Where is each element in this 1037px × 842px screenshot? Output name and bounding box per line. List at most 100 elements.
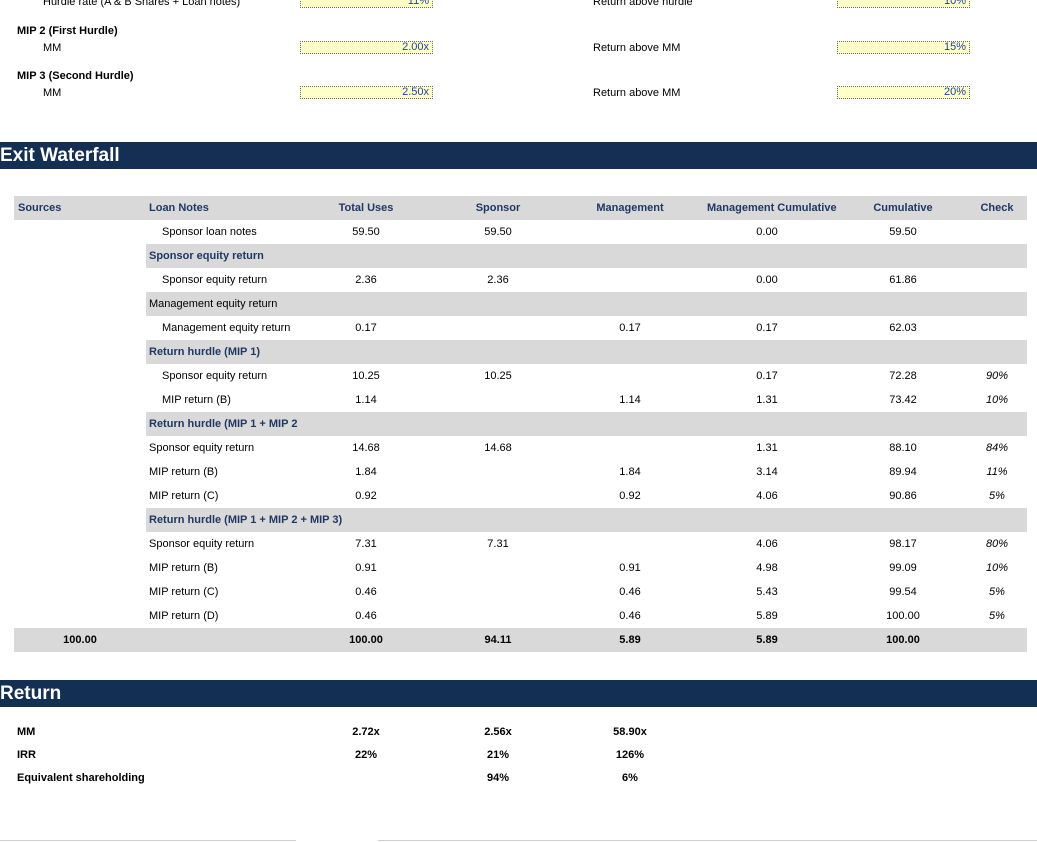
cell-mgmt-cum: 0.17 — [756, 322, 778, 334]
cell-total: 1.84 — [355, 466, 377, 478]
mip2-return-label: Return above MM — [593, 42, 681, 54]
cell-cum: 59.50 — [889, 226, 917, 238]
return-label: Equivalent shareholding — [17, 772, 145, 784]
mip3-mm-label: MM — [43, 87, 62, 99]
cell-check: 5% — [989, 586, 1005, 598]
return-sponsor: 2.56x — [484, 726, 512, 738]
cell-mgmt-cum: 4.98 — [756, 562, 778, 574]
header-sponsor: Sponsor — [475, 202, 521, 214]
cell-total: 0.17 — [355, 322, 377, 334]
cell-check: 10% — [985, 394, 1009, 406]
header-sources: Sources — [18, 202, 62, 214]
cell-total: 0.92 — [355, 490, 377, 502]
cell-mgmt-cum: 0.00 — [756, 274, 778, 286]
cell-cum: 62.03 — [889, 322, 917, 334]
section-label: Sponsor equity return — [149, 250, 264, 262]
cell-cum: 89.94 — [889, 466, 917, 478]
cell-check: 90% — [985, 370, 1009, 382]
cell-cum: 88.10 — [889, 442, 917, 454]
cell-mgmt-cum: 0.00 — [756, 226, 778, 238]
cell-total: 0.91 — [355, 562, 377, 574]
mip2-title: MIP 2 (First Hurdle) — [17, 25, 118, 37]
mip3-mm-input[interactable]: 2.50x — [300, 86, 433, 99]
row-label: Sponsor equity return — [162, 370, 268, 382]
section-row — [146, 292, 1027, 316]
exit-waterfall-banner: Exit Waterfall — [0, 142, 1037, 169]
row-label: MIP return (C) — [149, 490, 219, 502]
cell-cum: 61.86 — [889, 274, 917, 286]
bottom-divider-left — [0, 840, 296, 841]
cell-mgmt: 0.46 — [619, 586, 641, 598]
cell-mgmt: 0.17 — [619, 322, 641, 334]
mip3-title: MIP 3 (Second Hurdle) — [17, 70, 134, 82]
cell-mgmt-cum: 4.06 — [756, 490, 778, 502]
return-management: 126% — [615, 749, 645, 761]
section-row — [146, 340, 1027, 364]
return-label: MM — [17, 726, 36, 738]
return-sponsor: 21% — [486, 749, 510, 761]
section-label: Return hurdle (MIP 1 + MIP 2 — [149, 418, 298, 430]
row-label: MIP return (B) — [149, 562, 218, 574]
cell-cum: 90.86 — [889, 490, 917, 502]
exit-waterfall-title: Exit Waterfall — [0, 145, 120, 166]
cell-cum: 99.54 — [889, 586, 917, 598]
total-cumulative: 100.00 — [886, 634, 920, 646]
total-sponsor: 94.11 — [484, 634, 512, 646]
cell-total: 59.50 — [352, 226, 380, 238]
cell-total: 14.68 — [352, 442, 380, 454]
cell-sponsor: 7.31 — [487, 538, 509, 550]
cell-mgmt-cum: 5.89 — [756, 610, 778, 622]
return-sponsor: 94% — [486, 772, 510, 784]
cell-mgmt: 1.14 — [619, 394, 641, 406]
row-label: MIP return (B) — [162, 394, 231, 406]
cell-check: 11% — [986, 466, 1008, 478]
section-label: Return hurdle (MIP 1 + MIP 2 + MIP 3) — [149, 514, 343, 526]
header-total-uses: Total Uses — [338, 202, 394, 214]
section-row — [146, 508, 1027, 532]
cell-cum: 98.17 — [889, 538, 917, 550]
total-management: 5.89 — [619, 634, 641, 646]
row-label: Management equity return — [162, 322, 291, 334]
cell-mgmt: 0.92 — [619, 490, 641, 502]
header-cumulative: Cumulative — [873, 202, 933, 214]
cell-total: 0.46 — [355, 610, 377, 622]
header-loan-notes: Loan Notes — [149, 202, 209, 214]
cell-check: 5% — [989, 490, 1005, 502]
header-management-cumulative: Management Cumulative — [707, 202, 837, 214]
hurdle-rate-input[interactable]: 11% — [300, 0, 433, 8]
cell-sponsor: 14.68 — [484, 442, 512, 454]
total-management-cumulative: 5.89 — [756, 634, 778, 646]
mip2-mm-input[interactable]: 2.00x — [300, 41, 433, 54]
cell-mgmt: 0.91 — [619, 562, 641, 574]
section-label: Return hurdle (MIP 1) — [149, 346, 261, 358]
return-banner: Return — [0, 680, 1037, 707]
return-total: 2.72x — [352, 726, 380, 738]
table-header-row — [14, 196, 1027, 220]
total-uses: 100.00 — [349, 634, 383, 646]
cell-check: 10% — [985, 562, 1009, 574]
return-above-hurdle-input[interactable]: 10% — [837, 0, 970, 8]
row-label: MIP return (D) — [149, 610, 219, 622]
mip2-return-input[interactable]: 15% — [837, 41, 970, 54]
cell-cum: 73.42 — [889, 394, 917, 406]
cell-total: 0.46 — [355, 586, 377, 598]
mip3-return-input[interactable]: 20% — [837, 86, 970, 99]
cell-mgmt-cum: 4.06 — [756, 538, 778, 550]
section-label: Management equity return — [149, 298, 278, 310]
cell-mgmt-cum: 0.17 — [756, 370, 778, 382]
cell-cum: 72.28 — [889, 370, 917, 382]
return-management: 58.90x — [613, 726, 647, 738]
mip2-mm-label: MM — [43, 42, 62, 54]
return-label: IRR — [17, 749, 36, 761]
header-check: Check — [980, 202, 1014, 214]
return-total: 22% — [354, 749, 378, 761]
row-label: Sponsor equity return — [149, 538, 255, 550]
header-management: Management — [596, 202, 664, 214]
row-label: MIP return (C) — [149, 586, 219, 598]
hurdle-rate-label: Hurdle rate (A & B Shares + Loan notes) — [43, 0, 241, 8]
return-title: Return — [0, 683, 62, 704]
return-management: 6% — [622, 772, 638, 784]
row-label: Sponsor loan notes — [162, 226, 257, 238]
row-label: MIP return (B) — [149, 466, 218, 478]
total-sources: 100.00 — [63, 634, 97, 646]
